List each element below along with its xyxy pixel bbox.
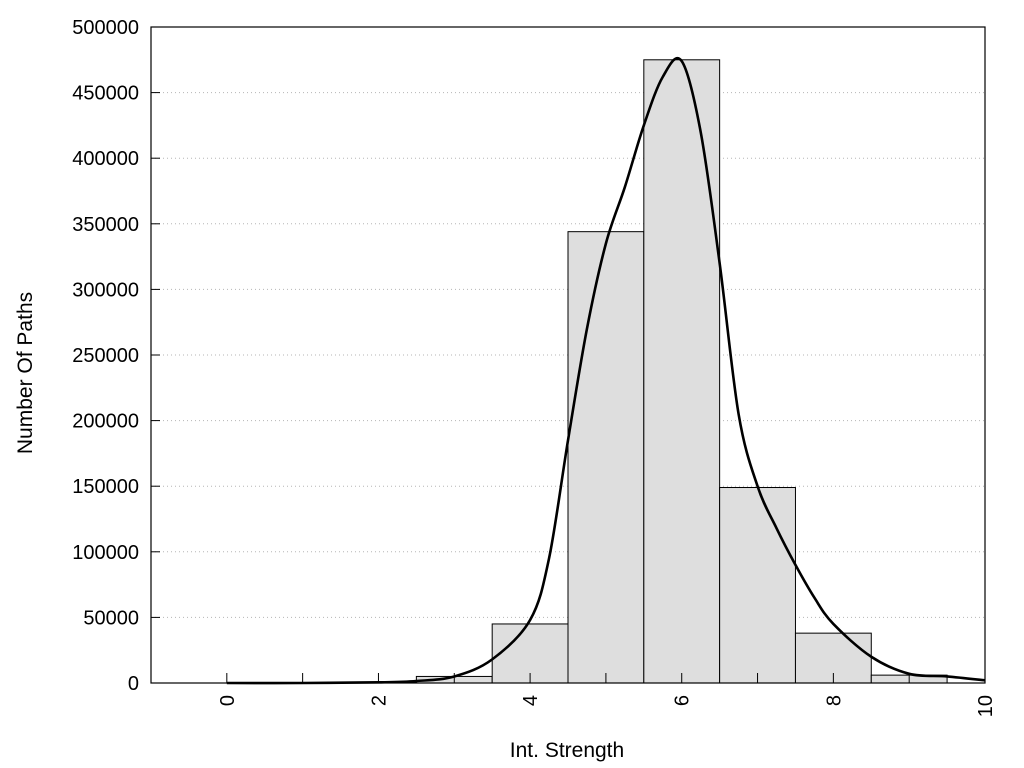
- y-tick-label: 450000: [72, 83, 139, 105]
- x-tick-label: 8: [823, 695, 845, 706]
- y-tick-label: 200000: [72, 411, 139, 433]
- y-tick-label: 150000: [72, 476, 139, 498]
- y-tick-label: 100000: [72, 542, 139, 564]
- x-tick-label: 10: [975, 695, 997, 717]
- y-tick-label: 500000: [72, 17, 139, 39]
- x-tick-label: 0: [217, 695, 239, 706]
- x-tick-label: 6: [672, 695, 694, 706]
- histogram-bars: [340, 59, 948, 684]
- x-tick-label: 4: [520, 695, 542, 706]
- y-axis-ticks: 0 50000 100000 150000 200000 250000 300000 3500…: [72, 17, 160, 695]
- y-tick-label: 50000: [83, 607, 139, 629]
- x-axis-ticks: 0 2 4 6 8 10: [217, 673, 997, 717]
- y-tick-label: 400000: [72, 148, 139, 170]
- y-axis-title: Number Of Paths: [14, 292, 37, 454]
- y-tick-label: 350000: [72, 214, 139, 236]
- histogram-bar: [719, 487, 796, 684]
- y-tick-label: 0: [128, 673, 139, 695]
- y-tick-label: 300000: [72, 279, 139, 301]
- y-tick-label: 250000: [72, 345, 139, 367]
- density-curve: [226, 56, 986, 685]
- x-tick-label: 2: [368, 695, 390, 706]
- histogram-bar: [567, 231, 645, 684]
- density-curve-group: [226, 56, 986, 685]
- histogram-bar: [643, 59, 721, 684]
- x-axis-title: Int. Strength: [510, 739, 624, 762]
